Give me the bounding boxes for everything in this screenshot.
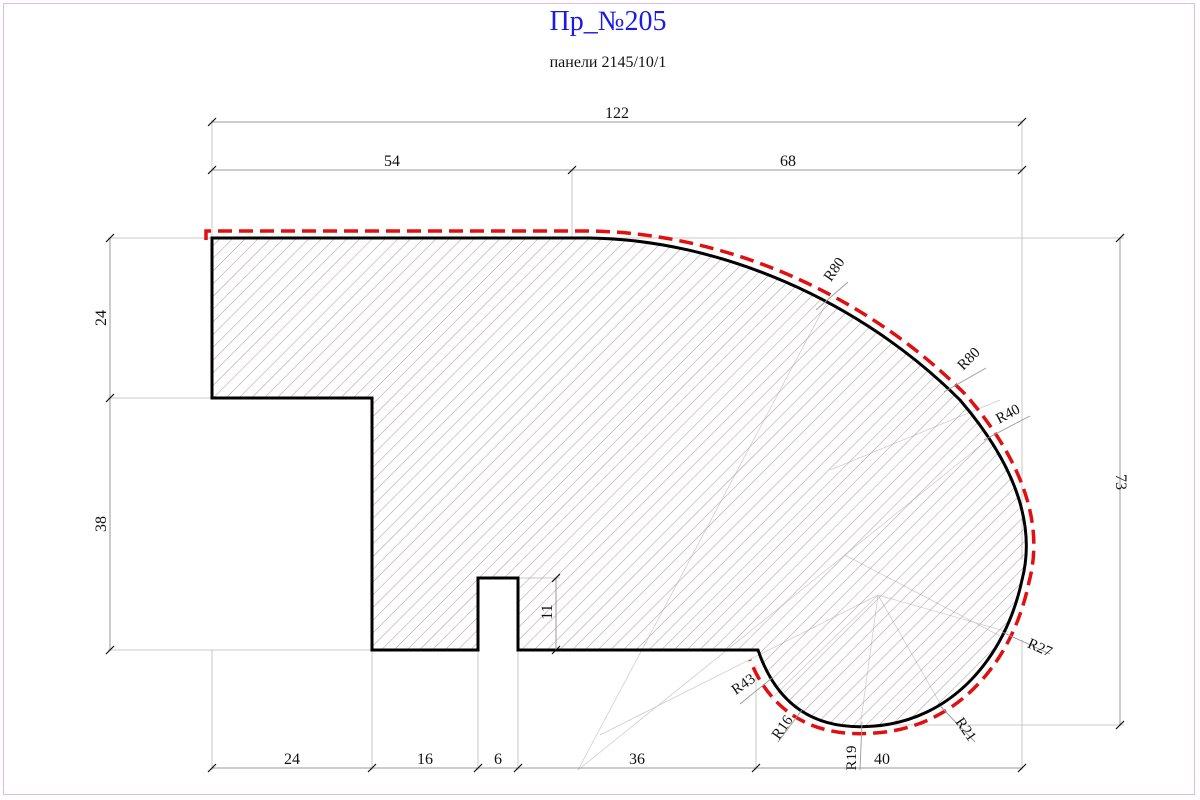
radius-label-r80-b: R80 <box>955 345 984 374</box>
dim-left-lower-height: 38 <box>93 516 110 532</box>
dim-bottom-2: 16 <box>417 751 433 768</box>
dimension-lines <box>109 121 1121 769</box>
radius-label-r43: R43 <box>729 671 759 698</box>
dimension-ticks <box>105 117 1125 773</box>
dim-groove-depth: 11 <box>539 604 556 619</box>
extension-lines <box>108 120 1124 770</box>
dim-overall-width: 122 <box>605 105 629 122</box>
profile-section <box>210 236 1028 729</box>
radius-label-r40: R40 <box>993 402 1023 428</box>
face-line <box>204 229 1036 736</box>
dim-right-height: 73 <box>1112 474 1129 490</box>
dim-top-right-width: 68 <box>780 153 796 170</box>
radius-label-r27: R27 <box>1025 636 1055 661</box>
radius-leaders <box>739 281 1051 771</box>
sheet-border <box>3 3 1195 795</box>
drawing-title: Пр_№205 <box>549 6 667 37</box>
dim-bottom-1: 24 <box>284 751 300 768</box>
radius-label-r21: R21 <box>952 715 979 745</box>
dim-bottom-3: 6 <box>494 751 502 768</box>
radius-label-r80-a: R80 <box>821 255 848 285</box>
drawing-subtitle: панели 2145/10/1 <box>549 54 667 71</box>
radius-label-r19: R19 <box>844 745 860 770</box>
dim-left-upper-height: 24 <box>93 310 110 326</box>
dim-bottom-4: 36 <box>629 751 645 768</box>
dim-bottom-5: 40 <box>874 751 890 768</box>
dim-top-left-width: 54 <box>384 153 400 170</box>
